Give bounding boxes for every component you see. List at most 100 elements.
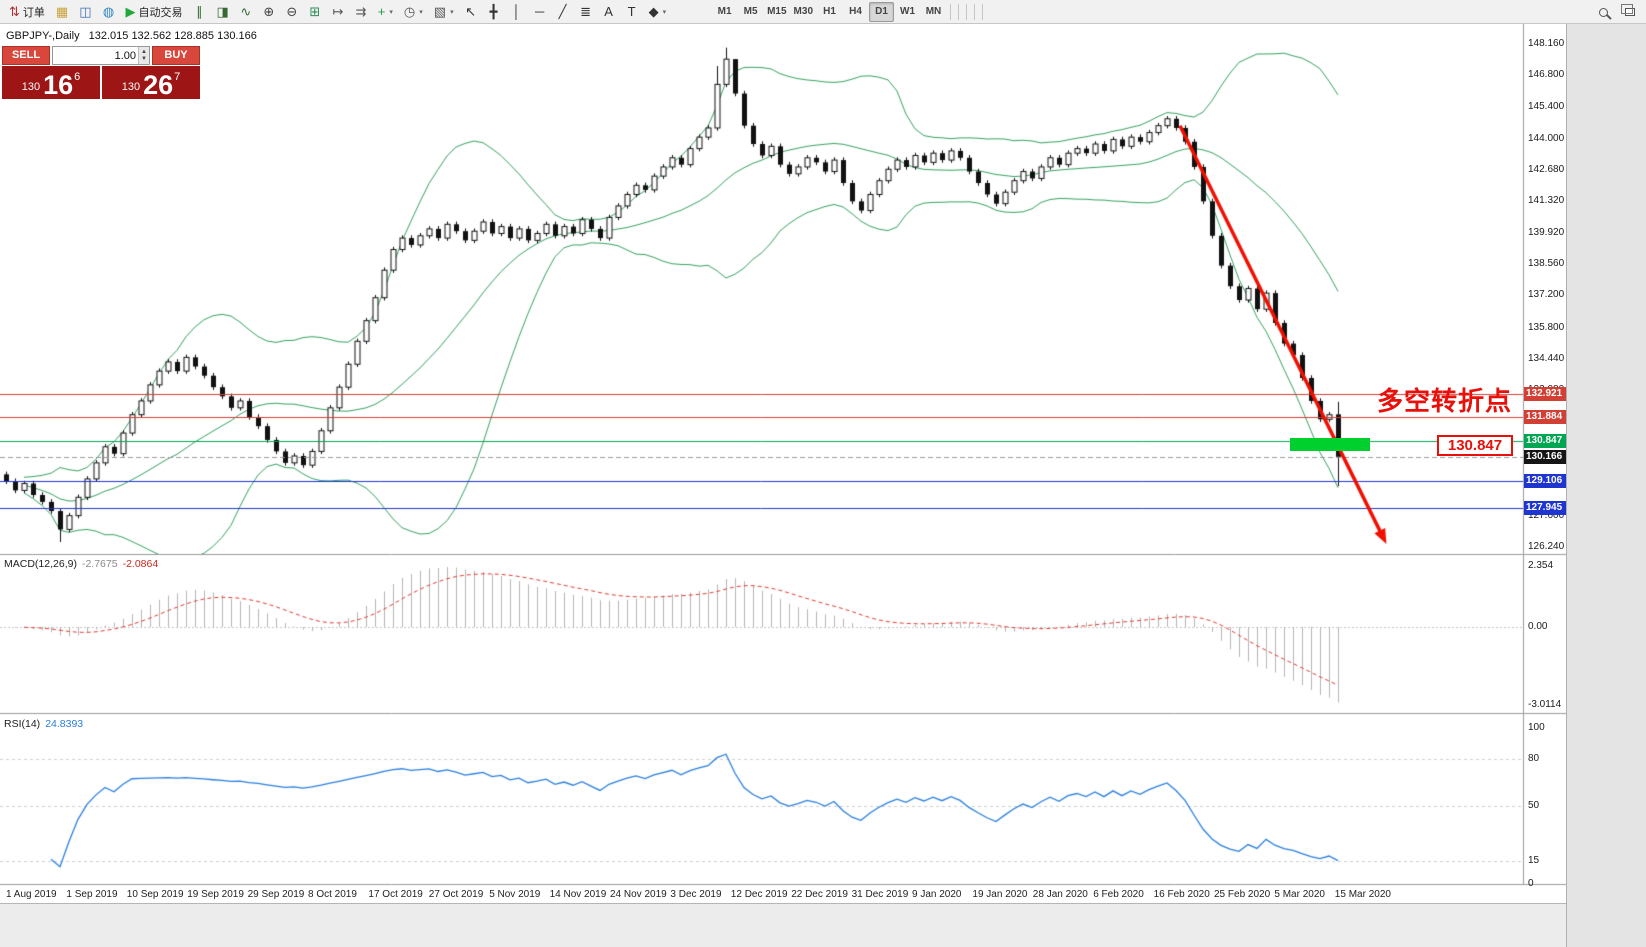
date-axis-label: 10 Sep 2019 xyxy=(126,889,184,900)
timeframe-m30[interactable]: M30 xyxy=(791,2,816,22)
price-axis-label: 138.560 xyxy=(1528,258,1565,270)
price-axis-flag: 131.884 xyxy=(1524,410,1566,425)
indicators-icon[interactable]: + ▾ xyxy=(373,2,398,22)
dropdown-arrow-icon: ▾ xyxy=(450,8,454,16)
bar-chart-icon[interactable]: ∥ xyxy=(189,2,211,22)
level-price-callout[interactable]: 130.847 xyxy=(1437,435,1513,456)
crosshair-icon[interactable]: ╋ xyxy=(483,2,505,22)
rsi-axis-label: 15 xyxy=(1528,854,1540,866)
timeframe-h1[interactable]: H1 xyxy=(817,2,842,22)
chart-shift-icon-glyph: ↦ xyxy=(332,4,344,19)
indicators-icon-glyph: + xyxy=(377,4,386,19)
profiles-icon-glyph: ▦ xyxy=(55,4,69,19)
line-chart-icon[interactable]: ∿ xyxy=(235,2,257,22)
turning-point-annotation[interactable]: 多空转折点 xyxy=(1376,386,1512,416)
date-axis-label: 25 Feb 2020 xyxy=(1214,889,1271,900)
text-icon[interactable]: A xyxy=(598,2,620,22)
market-watch-icon[interactable]: ◫ xyxy=(74,2,96,22)
text-label-icon-glyph: T xyxy=(627,4,636,19)
market-watch-icon-glyph: ◫ xyxy=(79,4,92,19)
buy-button[interactable]: BUY xyxy=(152,46,200,65)
tile-windows-icon-glyph: ⊞ xyxy=(309,4,321,19)
date-axis-label: 14 Nov 2019 xyxy=(549,889,607,900)
volume-field: ▲ ▼ xyxy=(52,46,150,65)
timeframe-m1[interactable]: M1 xyxy=(712,2,737,22)
tile-windows-icon[interactable]: ⊞ xyxy=(304,2,326,22)
price-axis-label: 145.400 xyxy=(1528,101,1565,113)
date-axis-label: 3 Dec 2019 xyxy=(670,889,722,900)
date-axis-label: 8 Oct 2019 xyxy=(308,889,357,900)
timeframe-d1[interactable]: D1 xyxy=(869,1,894,22)
text-label-icon[interactable]: T xyxy=(621,2,643,22)
dropdown-arrow-icon: ▾ xyxy=(389,8,393,16)
cursor-icon-glyph: ↖ xyxy=(465,4,477,19)
profiles-icon[interactable]: ▦ xyxy=(51,2,73,22)
mql5-community-icon[interactable]: ◍ xyxy=(98,2,120,22)
fibonacci-icon[interactable]: ≣ xyxy=(575,2,597,22)
date-axis[interactable]: 1 Aug 2019 1 Sep 2019 10 Sep 2019 19 Sep 20… xyxy=(0,885,1523,902)
trade-buttons-row: SELL ▲ ▼ BUY xyxy=(2,46,200,65)
horizontal-line-icon[interactable]: ─ xyxy=(529,2,551,22)
zoom-out-icon[interactable]: ⊖ xyxy=(281,2,303,22)
price-axis-label: 146.800 xyxy=(1528,69,1565,81)
toolbar-separator xyxy=(982,3,983,20)
bar-chart-icon-glyph: ∥ xyxy=(196,4,203,19)
new-order-button[interactable]: ⇅ 订单 xyxy=(4,2,50,22)
zoom-in-icon[interactable]: ⊕ xyxy=(258,2,280,22)
timeframe-mn[interactable]: MN xyxy=(921,2,946,22)
rsi-axis-label: 80 xyxy=(1528,753,1540,765)
periods-icon[interactable]: ◷ ▾ xyxy=(399,2,428,22)
timeframe-toolbar: M1 M5 M15 M30 H1 H4 D1 W1 MN xyxy=(712,1,946,22)
date-axis-label: 5 Nov 2019 xyxy=(489,889,541,900)
trendline-icon-glyph: ╱ xyxy=(558,4,567,19)
sell-button[interactable]: SELL xyxy=(2,46,50,65)
macd-axis-label: 0.00 xyxy=(1528,621,1548,632)
volume-input[interactable] xyxy=(53,47,138,64)
sell-price-big: 16 xyxy=(43,70,74,101)
sell-price-display[interactable]: 130 16 6 xyxy=(2,66,100,99)
price-axis-label: 141.320 xyxy=(1528,194,1565,206)
stepper-down-icon[interactable]: ▼ xyxy=(141,55,147,62)
timeframe-m5[interactable]: M5 xyxy=(738,2,763,22)
buy-price-pip: 7 xyxy=(174,71,181,83)
date-axis-label: 1 Sep 2019 xyxy=(66,889,118,900)
price-axis-flag: 130.166 xyxy=(1524,449,1566,464)
buy-price-display[interactable]: 130 26 7 xyxy=(102,66,200,99)
text-icon-glyph: A xyxy=(604,4,613,19)
volume-stepper[interactable]: ▲ ▼ xyxy=(138,47,149,64)
date-axis-label: 17 Oct 2019 xyxy=(368,889,423,900)
timeframe-h4[interactable]: H4 xyxy=(843,2,868,22)
search-icon[interactable] xyxy=(1592,2,1614,22)
crosshair-icon-glyph: ╋ xyxy=(489,4,498,19)
price-axis-label: 148.160 xyxy=(1528,38,1565,49)
chart-canvas[interactable] xyxy=(0,24,1566,902)
price-axis-label: 139.920 xyxy=(1528,227,1565,239)
cursor-icon[interactable]: ↖ xyxy=(460,2,482,22)
vertical-line-icon[interactable]: │ xyxy=(506,2,528,22)
price-axis[interactable]: 148.160 146.800 145.400 144.000 142.680 141.3… xyxy=(1524,24,1566,902)
templates-icon[interactable]: ▧ ▾ xyxy=(429,2,459,22)
price-axis-label: 137.200 xyxy=(1528,289,1565,301)
macd-name: MACD(12,26,9) xyxy=(4,558,77,570)
support-zone-rectangle[interactable] xyxy=(1290,438,1370,451)
date-axis-label: 19 Jan 2020 xyxy=(972,889,1028,900)
trendline-icon[interactable]: ╱ xyxy=(552,2,574,22)
date-axis-label: 22 Dec 2019 xyxy=(791,889,848,900)
chart-title: GBPJPY-,Daily 132.015 132.562 128.885 13… xyxy=(6,30,263,42)
autotrading-button[interactable]: ▶ 自动交易 xyxy=(121,2,188,22)
date-axis-label: 28 Jan 2020 xyxy=(1032,889,1088,900)
windows-icon[interactable] xyxy=(1616,2,1640,22)
rsi-value: 24.8393 xyxy=(45,718,84,730)
auto-scroll-icon[interactable]: ⇉ xyxy=(350,2,372,22)
window-bottom-strip xyxy=(0,903,1566,947)
arrows-icon[interactable]: ◆ ▾ xyxy=(644,2,672,22)
zoom-in-icon-glyph: ⊕ xyxy=(263,4,275,19)
timeframe-w1[interactable]: W1 xyxy=(895,2,920,22)
chart-shift-icon[interactable]: ↦ xyxy=(327,2,349,22)
stepper-up-icon[interactable]: ▲ xyxy=(141,48,147,55)
timeframe-m15[interactable]: M15 xyxy=(764,2,789,22)
date-axis-label: 27 Oct 2019 xyxy=(428,889,484,900)
date-axis-label: 31 Dec 2019 xyxy=(851,889,909,900)
candlestick-chart-icon[interactable]: ◨ xyxy=(212,2,234,22)
